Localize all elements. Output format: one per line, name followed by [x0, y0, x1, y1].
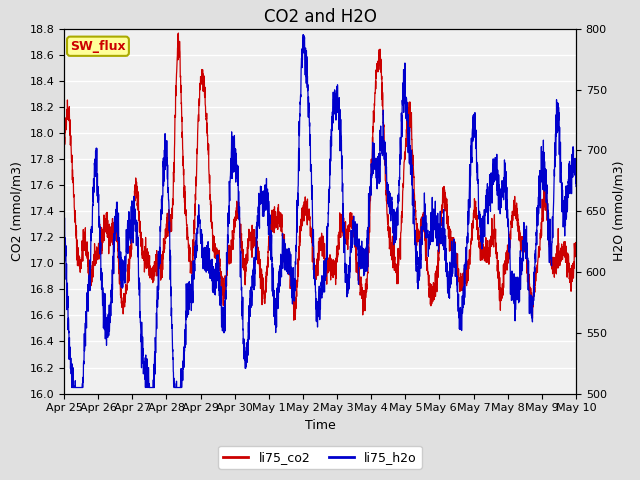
li75_co2: [508, 218, 515, 224]
li75_h2o: [572, 183, 580, 189]
li75_h2o: [300, 32, 307, 37]
li75_h2o: [149, 384, 157, 390]
Text: SW_flux: SW_flux: [70, 40, 126, 53]
li75_h2o: [68, 384, 76, 390]
li75_h2o: [508, 278, 515, 284]
li75_h2o: [563, 201, 570, 207]
li75_co2: [563, 247, 570, 252]
li75_co2: [118, 299, 126, 305]
li75_h2o: [257, 183, 264, 189]
li75_co2: [257, 286, 264, 291]
li75_h2o: [118, 263, 126, 269]
li75_co2: [279, 235, 287, 241]
Legend: li75_co2, li75_h2o: li75_co2, li75_h2o: [218, 446, 422, 469]
Y-axis label: H2O (mmol/m3): H2O (mmol/m3): [612, 161, 625, 262]
li75_co2: [290, 317, 298, 323]
li75_co2: [572, 241, 580, 247]
Line: li75_co2: li75_co2: [64, 33, 576, 320]
Title: CO2 and H2O: CO2 and H2O: [264, 8, 376, 26]
Line: li75_h2o: li75_h2o: [64, 35, 576, 387]
X-axis label: Time: Time: [305, 419, 335, 432]
li75_co2: [175, 30, 182, 36]
li75_h2o: [60, 247, 68, 253]
li75_h2o: [279, 265, 287, 271]
li75_co2: [149, 280, 157, 286]
li75_co2: [60, 153, 68, 159]
Y-axis label: CO2 (mmol/m3): CO2 (mmol/m3): [11, 161, 24, 261]
